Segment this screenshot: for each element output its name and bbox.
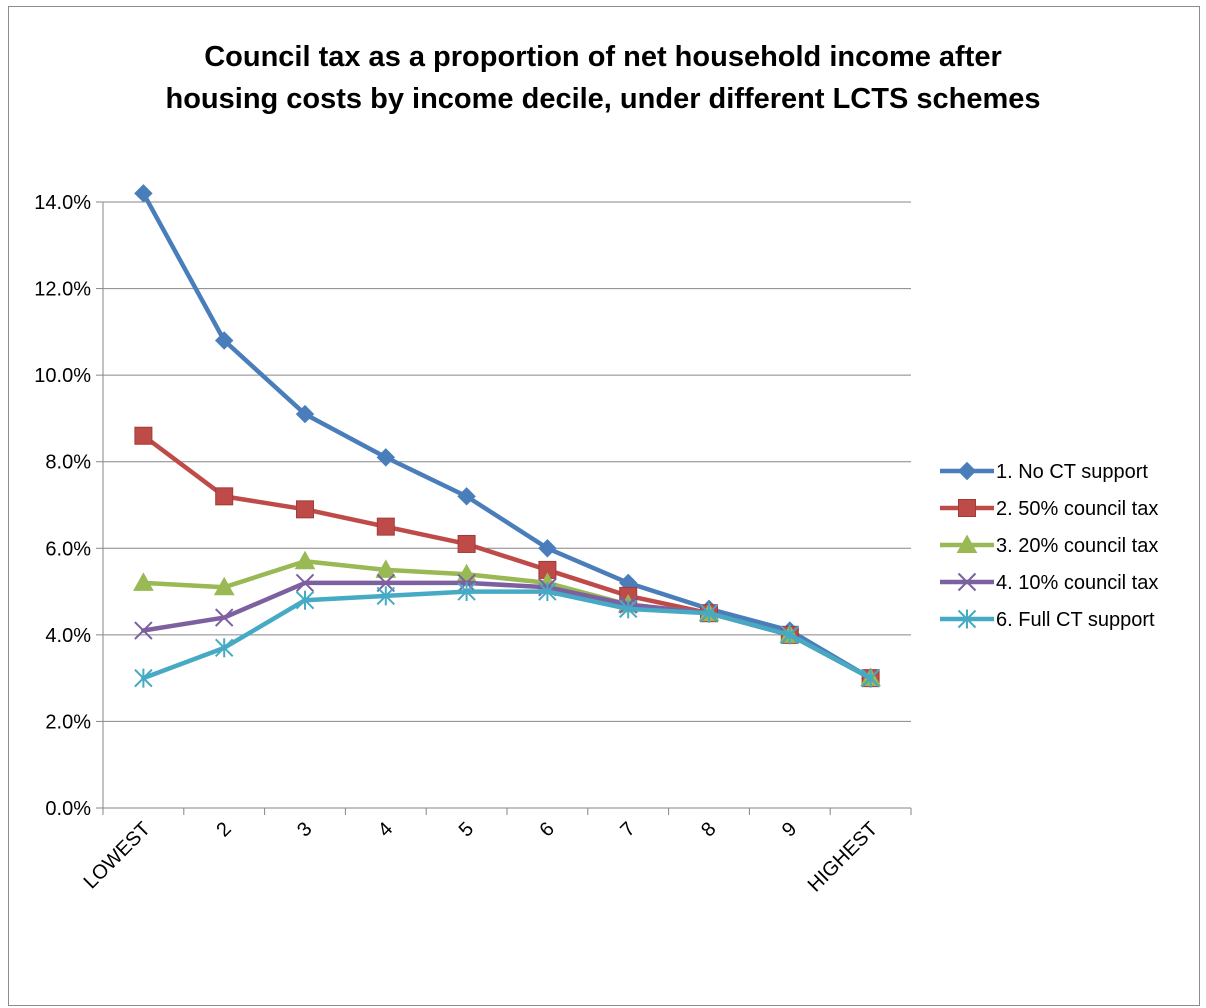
chart-title-line-1: Council tax as a proportion of net house… — [204, 41, 1002, 73]
legend-label: 3. 20% council tax — [996, 535, 1158, 557]
chart-title-line-2: housing costs by income decile, under di… — [165, 83, 1041, 115]
data-point — [376, 586, 396, 606]
data-point — [376, 448, 396, 467]
x-tick-label: 8 — [697, 818, 720, 841]
legend-item: 4. 10% council tax — [940, 572, 1158, 594]
x-tick-label: 7 — [616, 818, 639, 841]
marker-stroke — [295, 573, 315, 593]
legend-label: 4. 10% council tax — [996, 572, 1158, 594]
x-tick-label: 5 — [455, 818, 478, 841]
data-point — [538, 582, 557, 602]
data-point — [214, 608, 234, 627]
data-point — [699, 603, 719, 623]
data-point — [376, 573, 396, 593]
series-2 — [134, 426, 880, 688]
data-point — [134, 621, 153, 640]
legend-marker — [957, 609, 977, 629]
data-point — [134, 184, 153, 203]
x-tick-label: 2 — [212, 818, 235, 841]
data-point — [134, 426, 153, 445]
data-point — [214, 638, 234, 658]
data-point — [133, 572, 154, 591]
legend-label: 6. Full CT support — [996, 609, 1155, 631]
x-tick-label: LOWEST — [80, 818, 155, 893]
series-line — [141, 191, 873, 681]
data-point — [457, 534, 476, 553]
series-line — [141, 559, 873, 681]
y-tick-label: 8.0% — [45, 452, 91, 474]
y-tick-label: 14.0% — [34, 192, 91, 214]
series-line — [141, 589, 873, 681]
series-line — [141, 433, 873, 681]
data-point — [295, 590, 315, 610]
gridlines — [103, 201, 911, 722]
data-point — [618, 599, 638, 619]
marker-stroke — [134, 621, 153, 640]
data-point — [296, 500, 314, 519]
legend-item: 1. No CT support — [940, 461, 1148, 483]
y-tick-label: 6.0% — [45, 538, 91, 560]
data-point — [538, 539, 557, 558]
data-point — [295, 573, 315, 593]
data-point — [376, 517, 395, 536]
legend-marker — [957, 461, 977, 481]
legend: 1. No CT support 2. 50% council tax 3. 20%… — [940, 461, 1158, 631]
series-layer — [133, 184, 881, 688]
legend-label: 1. No CT support — [996, 461, 1148, 483]
legend-label: 2. 50% council tax — [996, 498, 1158, 520]
legend-marker — [958, 499, 976, 517]
series-5 — [134, 582, 880, 688]
y-tick-label: 12.0% — [34, 279, 91, 301]
data-point — [780, 625, 800, 645]
data-point — [294, 550, 316, 570]
x-tick-label: HIGHEST — [804, 818, 882, 896]
legend-marker — [956, 534, 978, 553]
marker-stroke — [957, 572, 977, 592]
data-point — [457, 487, 476, 506]
series-3 — [133, 550, 881, 687]
marker-stroke — [214, 608, 234, 627]
data-point — [213, 576, 235, 596]
x-tick-label: 3 — [293, 818, 316, 841]
x-tick-label: 4 — [374, 818, 397, 841]
data-point — [861, 668, 880, 688]
legend-item: 3. 20% council tax — [940, 534, 1158, 557]
x-tick-label: 9 — [778, 818, 801, 841]
chart-frame — [8, 6, 1200, 1006]
data-point — [215, 487, 234, 506]
y-tick-label: 0.0% — [45, 798, 91, 820]
data-point — [457, 582, 476, 602]
legend-marker — [957, 572, 977, 592]
data-point — [134, 668, 153, 688]
y-tick-label: 10.0% — [34, 365, 91, 387]
legend-item: 6. Full CT support — [940, 609, 1155, 631]
chart-title: Council tax as a proportion of net house… — [0, 36, 1206, 120]
series-1 — [134, 184, 880, 688]
marker-stroke — [376, 573, 396, 593]
legend-item: 2. 50% council tax — [940, 498, 1158, 520]
y-tick-label: 2.0% — [45, 711, 91, 733]
y-tick-label: 4.0% — [45, 625, 91, 647]
data-point — [214, 331, 234, 350]
x-tick-label: 6 — [536, 818, 559, 841]
data-point — [295, 404, 315, 424]
data-point — [375, 559, 397, 578]
